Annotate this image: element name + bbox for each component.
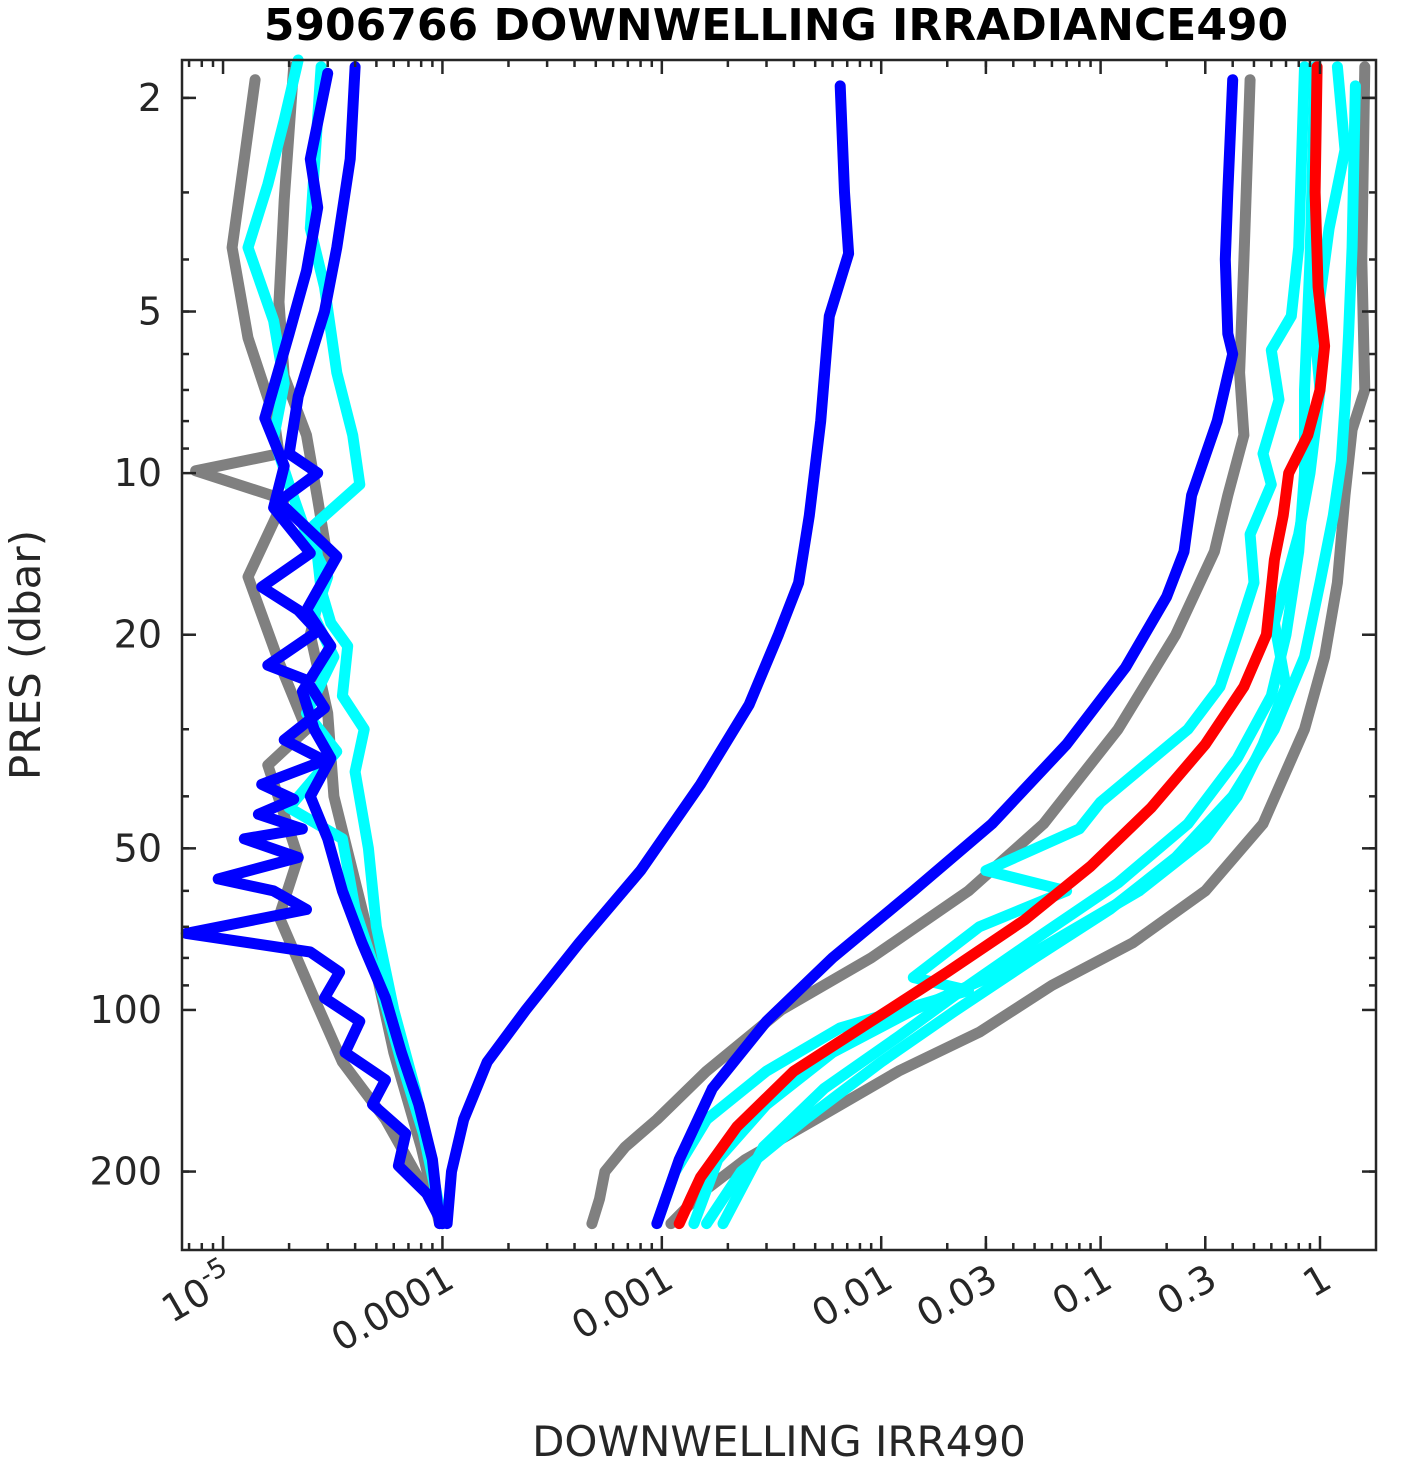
- x-tick-label: 0.0001: [324, 1256, 461, 1361]
- x-tick-label: 0.03: [909, 1256, 1004, 1336]
- axes-box: [180, 58, 1378, 1252]
- series-line-7: [651, 61, 1310, 1230]
- y-tick-label: 5: [138, 290, 162, 334]
- y-tick-label: 100: [89, 988, 162, 1032]
- series-line-14: [651, 74, 1239, 1230]
- x-tick-label: 0.001: [564, 1256, 680, 1349]
- x-tick-label: 10-5: [152, 1251, 242, 1331]
- y-tick-label: 2: [138, 76, 162, 120]
- y-tick-label: 50: [114, 826, 162, 870]
- series-line-9: [701, 80, 1361, 1230]
- y-axis-label: PRES (dbar): [1, 530, 50, 780]
- x-tick-label: 0.3: [1149, 1256, 1223, 1324]
- x-axis-label: DOWNWELLING IRR490: [532, 1417, 1026, 1464]
- series-line-12: [273, 61, 445, 1230]
- series-line-13: [441, 80, 855, 1230]
- series-line-15: [673, 61, 1331, 1230]
- y-tick-label: 10: [114, 451, 162, 495]
- plot-area: [180, 54, 1371, 1230]
- x-tick-label: 0.1: [1045, 1256, 1119, 1324]
- series-line-11: [180, 67, 448, 1230]
- y-tick-label: 20: [114, 613, 162, 657]
- y-tick-label: 200: [89, 1150, 162, 1194]
- chart-title: 5906766 DOWNWELLING IRRADIANCE490: [264, 0, 1288, 51]
- x-tick-label: 1: [1296, 1256, 1339, 1306]
- x-tick-label: 0.01: [804, 1256, 899, 1336]
- series-line-3: [586, 74, 1256, 1230]
